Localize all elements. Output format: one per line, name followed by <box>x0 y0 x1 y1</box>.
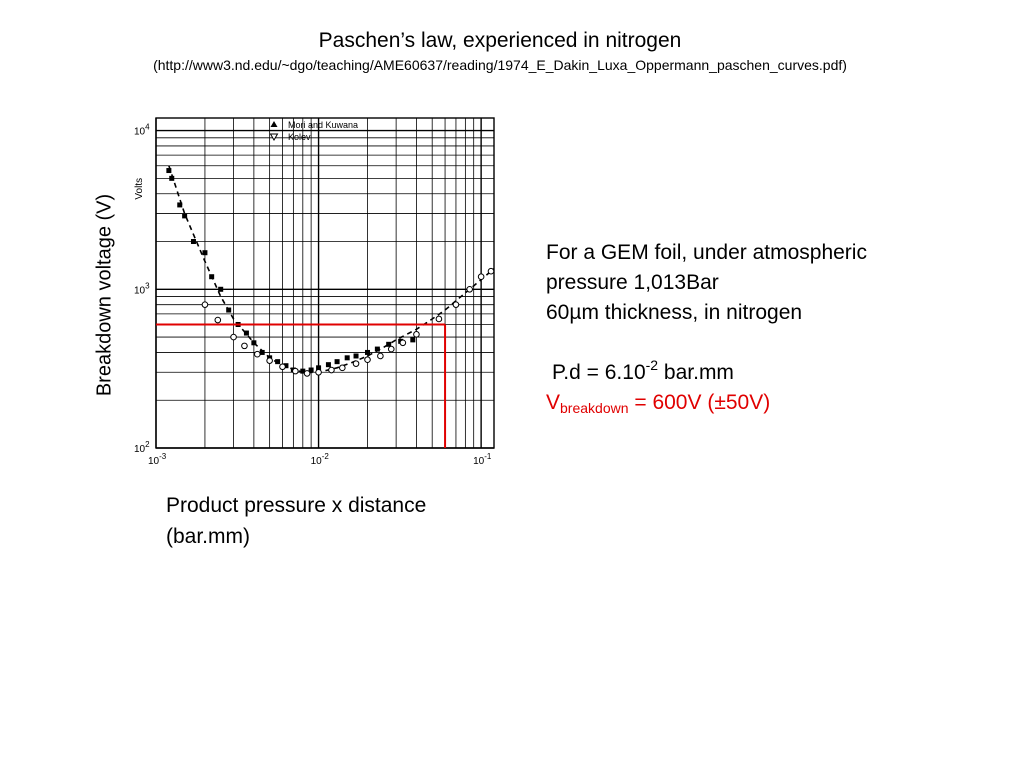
data-point <box>365 349 371 355</box>
data-point <box>218 286 224 292</box>
x-tick-label: 10-3 <box>148 452 167 467</box>
data-point <box>386 341 392 347</box>
data-point <box>169 175 175 181</box>
data-point <box>251 340 257 346</box>
slide-title: Paschen’s law, experienced in nitrogen <box>318 29 682 52</box>
y-tick-label: 103 <box>134 281 150 296</box>
x-axis-title-line1: Product pressure x distance <box>166 494 427 517</box>
data-point <box>214 316 222 324</box>
y-tick-label-exp: 4 <box>145 123 150 132</box>
data-point <box>279 363 286 371</box>
plot-grid <box>155 117 495 449</box>
legend-marker <box>269 133 279 141</box>
data-point <box>202 250 208 256</box>
x-tick-label-exp: -3 <box>159 452 167 461</box>
v-subscript: breakdown <box>560 400 629 416</box>
data-point <box>339 364 346 372</box>
data-point <box>466 285 473 293</box>
data-point <box>303 370 311 377</box>
data-point <box>387 345 395 353</box>
data-point <box>241 342 248 350</box>
data-point <box>435 315 443 323</box>
y-axis-title: Breakdown voltage (V) <box>93 193 116 397</box>
data-point <box>315 368 322 376</box>
v-value: = 600V (±50V) <box>628 391 771 414</box>
y-tick-label-base: 10 <box>134 285 146 296</box>
x-tick-label: 10-1 <box>473 452 492 467</box>
y-tick-label-base: 10 <box>134 127 146 138</box>
data-point <box>399 339 407 347</box>
data-point <box>452 301 460 308</box>
data-point <box>364 356 371 364</box>
data-point <box>283 363 289 369</box>
data-point <box>325 362 331 368</box>
x-tick-label-base: 10 <box>148 456 160 467</box>
legend-label: Mori and Kuwana <box>288 120 358 130</box>
source-url: (http://www3.nd.edu/~dgo/teaching/AME606… <box>153 57 847 73</box>
y-tick-label: 104 <box>134 123 150 138</box>
data-point <box>374 346 380 352</box>
gem-marker-lines <box>156 323 447 448</box>
pd-line: P.d = 6.10-2 bar.mm <box>546 358 966 388</box>
y-tick-label-exp: 2 <box>145 440 150 449</box>
data-point <box>328 366 335 374</box>
x-tick-label-base: 10 <box>311 456 323 467</box>
x-tick-label-exp: -2 <box>322 452 330 461</box>
data-point <box>182 213 188 219</box>
data-point <box>166 168 172 174</box>
data-point <box>226 307 232 313</box>
gem-note: For a GEM foil, under atmospheric pressu… <box>546 238 966 418</box>
data-point <box>413 331 420 338</box>
y-tick-label-exp: 3 <box>145 281 150 290</box>
pd-exponent: -2 <box>645 357 659 373</box>
x-tick-label-base: 10 <box>473 456 485 467</box>
note-line3: 60µm thickness, in nitrogen <box>546 301 803 324</box>
legend-label: Kolev <box>288 132 311 142</box>
v-main: V <box>546 391 561 414</box>
data-point <box>292 367 299 375</box>
data-point <box>377 352 384 360</box>
data-point <box>352 360 360 367</box>
x-axis-title: Product pressure x distance (bar.mm) <box>166 490 486 552</box>
data-point <box>230 333 237 341</box>
fit-curve <box>168 165 495 374</box>
data-point <box>487 267 495 275</box>
pd-prefix: P.d = 6.10 <box>552 361 646 384</box>
plot-background <box>122 110 502 475</box>
data-point <box>190 239 196 245</box>
data-points <box>166 168 495 377</box>
breakdown-line: Vbreakdown = 600V (±50V) <box>546 388 966 418</box>
data-point <box>254 350 261 358</box>
x-axis-title-line2: (bar.mm) <box>166 525 250 548</box>
data-point <box>308 367 314 373</box>
x-tick-label-exp: -1 <box>484 452 492 461</box>
legend-marker <box>270 121 278 127</box>
data-point <box>316 365 322 371</box>
plot-frame <box>155 117 495 449</box>
note-line2: pressure 1,013Bar <box>546 271 719 294</box>
data-point <box>353 353 359 359</box>
data-point <box>275 359 281 365</box>
data-point <box>209 274 215 280</box>
note-line1: For a GEM foil, under atmospheric <box>546 241 867 264</box>
y-tick-label: 102 <box>134 440 150 455</box>
legend: Mori and Kuwana Kolev <box>269 120 358 142</box>
data-point <box>477 273 485 281</box>
data-point <box>201 301 209 308</box>
data-point <box>177 202 183 208</box>
data-point <box>266 357 273 364</box>
note-gap <box>546 328 966 358</box>
data-point <box>300 368 306 374</box>
pd-unit: bar.mm <box>658 361 734 384</box>
data-point <box>344 355 350 361</box>
y-axis-inner-label: Volts <box>134 178 145 200</box>
y-tick-label-base: 10 <box>134 444 146 455</box>
data-point <box>243 330 249 336</box>
data-point <box>334 359 340 365</box>
data-point <box>259 349 265 355</box>
x-tick-label: 10-2 <box>311 452 330 467</box>
data-point <box>410 337 416 343</box>
